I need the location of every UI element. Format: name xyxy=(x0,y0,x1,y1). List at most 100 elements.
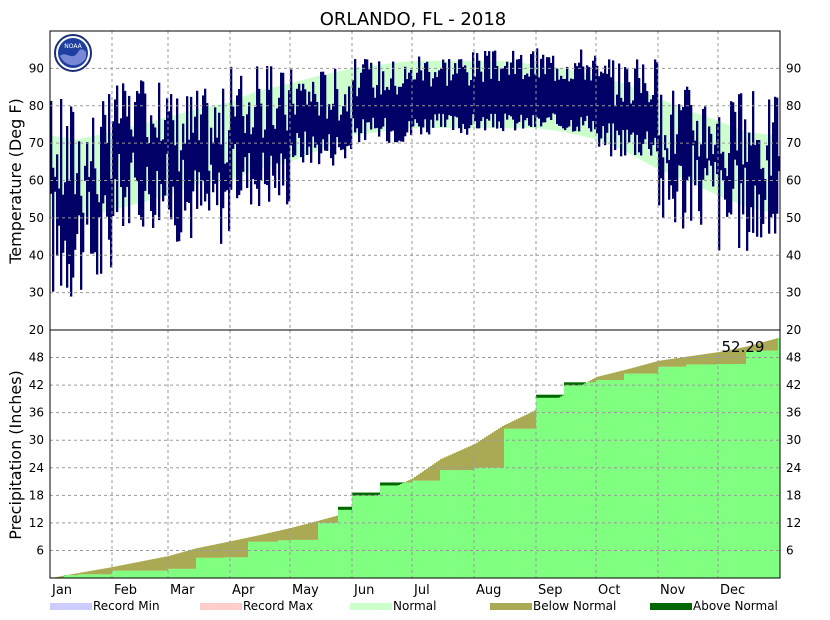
daily-temperature-bar xyxy=(86,142,89,225)
precipitation-actual-column xyxy=(144,570,147,578)
precipitation-below-normal-column xyxy=(334,516,337,523)
precipitation-actual-column xyxy=(154,570,157,578)
precipitation-actual-column xyxy=(478,467,481,578)
precipitation-actual-column xyxy=(736,363,739,578)
daily-temperature-bar xyxy=(368,69,371,123)
precipitation-actual-column xyxy=(446,470,449,578)
precipitation-below-normal-column xyxy=(232,540,235,558)
daily-temperature-bar xyxy=(636,59,639,135)
daily-temperature-bar xyxy=(204,88,207,202)
precipitation-below-normal-column xyxy=(532,411,535,429)
daily-temperature-bar xyxy=(366,59,369,123)
temperature-tick-label-left: 90 xyxy=(29,61,44,75)
precipitation-actual-column xyxy=(582,382,585,578)
precipitation-actual-column xyxy=(744,363,747,578)
precipitation-below-normal-column xyxy=(282,529,285,541)
daily-temperature-bar xyxy=(304,89,307,132)
precipitation-below-normal-column xyxy=(732,349,735,364)
precipitation-actual-column xyxy=(540,394,543,578)
precipitation-below-normal-column xyxy=(414,476,417,481)
precipitation-actual-column xyxy=(272,541,275,578)
precipitation-below-normal-column xyxy=(498,428,501,468)
daily-temperature-bar xyxy=(90,161,93,254)
precipitation-below-normal-column xyxy=(110,567,113,575)
daily-temperature-bar xyxy=(728,152,731,213)
daily-temperature-bar xyxy=(272,125,275,176)
daily-temperature-bar xyxy=(564,78,567,131)
precipitation-actual-column xyxy=(82,574,85,578)
daily-temperature-bar xyxy=(188,139,191,203)
precipitation-actual-column xyxy=(116,570,119,578)
precipitation-below-normal-column xyxy=(472,444,475,471)
precipitation-below-normal-column xyxy=(220,543,223,558)
daily-temperature-bar xyxy=(376,85,379,128)
precipitation-below-normal-column xyxy=(164,556,167,571)
month-label: Mar xyxy=(170,583,195,598)
daily-temperature-bar xyxy=(350,118,353,150)
precipitation-below-normal-column xyxy=(598,376,601,381)
precipitation-below-normal-column xyxy=(652,362,655,374)
precipitation-actual-column xyxy=(86,574,89,578)
precipitation-tick-label-left: 6 xyxy=(36,543,44,557)
daily-temperature-bar xyxy=(490,78,493,114)
precipitation-below-normal-column xyxy=(98,569,101,575)
precipitation-actual-column xyxy=(470,470,473,578)
daily-temperature-bar xyxy=(520,54,523,115)
precipitation-below-normal-column xyxy=(592,379,595,383)
precipitation-below-normal-column xyxy=(664,359,667,367)
daily-temperature-bar xyxy=(654,59,657,138)
precipitation-below-normal-column xyxy=(214,544,217,558)
precipitation-actual-column xyxy=(590,382,593,578)
precipitation-below-normal-column xyxy=(524,415,527,429)
precipitation-actual-column xyxy=(374,492,377,578)
precipitation-actual-column xyxy=(672,366,675,578)
precipitation-tick-label-right: 30 xyxy=(786,433,801,447)
daily-temperature-bar xyxy=(352,80,355,119)
precipitation-actual-column xyxy=(316,539,319,578)
precipitation-below-normal-column xyxy=(418,474,421,481)
daily-temperature-bar xyxy=(108,94,111,240)
precipitation-actual-column xyxy=(158,570,161,578)
precipitation-below-normal-column xyxy=(694,355,697,365)
precipitation-actual-column xyxy=(698,364,701,578)
precipitation-above-normal-edge xyxy=(584,382,587,384)
precipitation-below-normal-column xyxy=(258,535,261,542)
precipitation-below-normal-column xyxy=(314,521,317,540)
precipitation-below-normal-column xyxy=(660,360,663,367)
precipitation-actual-column xyxy=(270,541,273,578)
precipitation-actual-column xyxy=(404,482,407,578)
daily-temperature-bar xyxy=(82,212,85,253)
precipitation-actual-column xyxy=(612,380,615,578)
precipitation-below-normal-column xyxy=(310,522,313,540)
daily-temperature-bar xyxy=(156,137,159,171)
daily-temperature-bar xyxy=(126,116,129,187)
daily-temperature-bar xyxy=(202,95,205,181)
precipitation-actual-column xyxy=(428,480,431,578)
daily-temperature-bar xyxy=(736,150,739,166)
daily-temperature-bar xyxy=(428,71,431,135)
precipitation-below-normal-column xyxy=(506,424,509,429)
precipitation-below-normal-column xyxy=(624,369,627,374)
precipitation-actual-column xyxy=(176,568,179,578)
precipitation-below-normal-column xyxy=(144,560,147,571)
daily-temperature-bar xyxy=(434,72,437,115)
precipitation-actual-column xyxy=(218,557,221,578)
precipitation-below-normal-column xyxy=(486,436,489,468)
precipitation-actual-column xyxy=(714,364,717,578)
daily-temperature-bar xyxy=(416,72,419,123)
precipitation-below-normal-column xyxy=(226,542,229,558)
precipitation-below-normal-column xyxy=(270,532,273,542)
precipitation-actual-column xyxy=(232,557,235,578)
precipitation-below-normal-column xyxy=(168,555,171,569)
daily-temperature-bar xyxy=(280,72,283,154)
daily-temperature-bar xyxy=(668,159,671,200)
precipitation-below-normal-column xyxy=(252,536,255,542)
daily-temperature-bar xyxy=(522,79,525,129)
precipitation-above-normal-edge xyxy=(582,382,585,385)
daily-temperature-bar xyxy=(346,111,349,147)
precipitation-below-normal-column xyxy=(294,526,297,540)
precipitation-actual-column xyxy=(244,557,247,578)
precipitation-actual-column xyxy=(594,382,597,578)
precipitation-below-normal-column xyxy=(194,548,197,569)
precipitation-below-normal-column xyxy=(178,553,181,569)
